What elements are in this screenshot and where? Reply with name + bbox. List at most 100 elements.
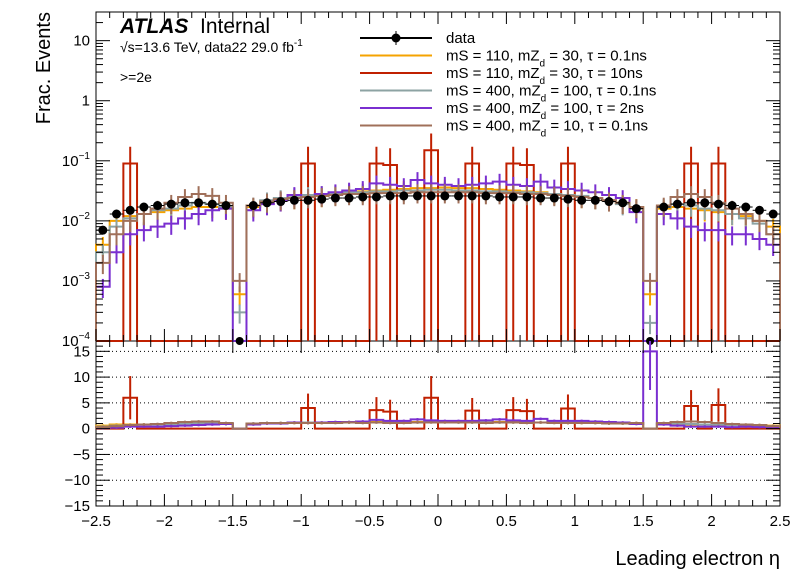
- atlas-internal-label: Internal: [200, 15, 270, 38]
- y-axis-label: Frac. Events: [33, 12, 55, 124]
- main-y-tick-label: 1: [82, 93, 90, 110]
- x-tick-label: −1.5: [218, 513, 248, 530]
- legend-label-main: mS = 110, mZ: [446, 65, 540, 82]
- data-point: [590, 195, 600, 205]
- ratio-x-ticks: −2.5 −2 −1.5 −1 −0.5 0 0.5 1 1.5 2 2.5: [81, 341, 790, 530]
- x-tick-label: 0: [434, 513, 442, 530]
- data-point: [508, 192, 518, 202]
- ratio-y-ticks: 15 10 5 0 −5 −10 −15: [65, 343, 780, 515]
- x-tick-label: 2.5: [770, 513, 791, 530]
- data-point: [467, 191, 477, 201]
- data-points: [96, 191, 780, 345]
- data-point: [358, 192, 368, 202]
- data-point: [235, 337, 244, 345]
- legend-label: mS = 110, mZd = 30, τ = 0.1ns: [446, 48, 647, 70]
- energy-label: √s=13.6 TeV, data22 29.0 fb-1: [120, 38, 303, 55]
- legend-label-subscript: d: [541, 129, 547, 140]
- data-point: [741, 202, 751, 212]
- x-tick-label: −2: [156, 513, 173, 530]
- data-point: [399, 191, 409, 201]
- ratio-y-tick-label: −5: [73, 446, 90, 463]
- data-point: [727, 201, 737, 211]
- main-y-tick-label: 10: [73, 33, 90, 50]
- y-tick-exponent: −2: [79, 211, 91, 222]
- legend-label: mS = 110, mZd = 30, τ = 10ns: [446, 65, 643, 87]
- data-point: [713, 199, 723, 209]
- selection-label: >=2e: [120, 69, 152, 85]
- legend-label-rest: = 100, τ = 0.1ns: [546, 83, 656, 100]
- legend-item: data: [360, 30, 476, 47]
- data-point: [207, 199, 217, 209]
- ratio-histograms: [95, 341, 781, 430]
- legend-label: mS = 400, mZd = 100, τ = 2ns: [446, 100, 644, 122]
- data-point: [303, 195, 313, 205]
- ratio-y-tick-label: −10: [65, 472, 90, 489]
- legend-label-subscript: d: [540, 76, 546, 87]
- data-point: [412, 191, 422, 201]
- main-x-ticks: [95, 12, 781, 341]
- energy-superscript: -1: [294, 38, 303, 49]
- ratio-y-tick-label: 10: [73, 369, 90, 386]
- y-tick-base: 10: [62, 213, 79, 230]
- data-point: [563, 194, 573, 204]
- legend-label-subscript: d: [540, 59, 546, 70]
- data-point: [112, 209, 122, 219]
- ratio-y-tick-label: 5: [82, 395, 90, 412]
- data-point: [317, 194, 327, 204]
- main-y-tick-label: 10−1: [62, 151, 91, 170]
- data-point: [248, 201, 258, 211]
- hist-series-2: [96, 149, 780, 342]
- data-point: [153, 201, 163, 211]
- data-point: [672, 199, 682, 209]
- x-tick-label: 1: [571, 513, 579, 530]
- main-y-tick-label: 10−2: [62, 211, 91, 230]
- legend-label-main: mS = 400, mZ: [446, 83, 541, 100]
- data-point: [289, 195, 299, 205]
- legend-item: mS = 110, mZd = 30, τ = 10ns: [360, 65, 643, 87]
- x-axis-label: Leading electron η: [615, 548, 780, 570]
- main-histograms: [95, 133, 781, 342]
- data-point: [125, 205, 135, 215]
- legend-label-main: mS = 400, mZ: [446, 100, 541, 117]
- data-point: [454, 191, 464, 201]
- ratio-y-tick-label: −15: [65, 498, 90, 515]
- data-point: [618, 198, 628, 208]
- y-tick-base: 1: [82, 93, 90, 110]
- y-tick-base: 10: [62, 153, 79, 170]
- legend-label-subscript: d: [541, 94, 547, 105]
- main-y-tick-label: 10−3: [62, 271, 91, 290]
- x-tick-label: 0.5: [496, 513, 517, 530]
- legend-item: mS = 400, mZd = 100, τ = 0.1ns: [360, 83, 656, 105]
- x-tick-label: −0.5: [355, 513, 385, 530]
- legend-item: mS = 400, mZd = 100, τ = 2ns: [360, 100, 644, 122]
- x-tick-label: −1: [293, 513, 310, 530]
- x-tick-label: 1.5: [633, 513, 654, 530]
- ratio-y-tick-label: 0: [82, 421, 90, 438]
- data-point: [385, 191, 395, 201]
- ratio-series-2: [96, 396, 780, 430]
- legend-item: mS = 110, mZd = 30, τ = 0.1ns: [360, 48, 647, 70]
- y-tick-exponent: −3: [79, 271, 91, 282]
- data-point: [262, 198, 272, 208]
- data-point: [426, 191, 436, 201]
- legend-item: mS = 400, mZd = 10, τ = 0.1ns: [360, 118, 648, 140]
- y-tick-base: 10: [62, 273, 79, 290]
- data-point: [495, 192, 505, 202]
- data-point: [276, 197, 286, 207]
- data-point: [371, 192, 381, 202]
- x-tick-label: −2.5: [81, 513, 111, 530]
- legend-data-marker: [391, 33, 401, 43]
- legend-label: mS = 400, mZd = 10, τ = 0.1ns: [446, 118, 648, 140]
- legend-label: mS = 400, mZd = 100, τ = 0.1ns: [446, 83, 656, 105]
- data-point: [604, 197, 614, 207]
- data-point: [549, 193, 559, 203]
- data-point: [536, 193, 546, 203]
- legend-label-rest: = 100, τ = 2ns: [546, 100, 644, 117]
- data-point: [522, 192, 532, 202]
- data-point: [194, 198, 204, 208]
- data-point: [659, 202, 669, 212]
- data-point: [180, 198, 190, 208]
